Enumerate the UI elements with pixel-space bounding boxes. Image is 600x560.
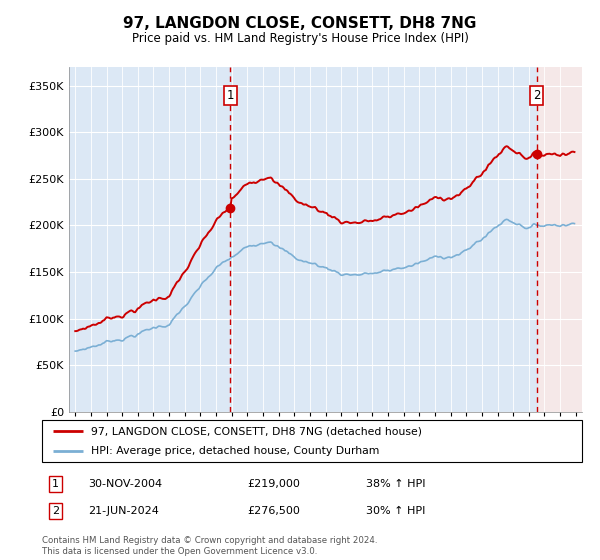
Text: Contains HM Land Registry data © Crown copyright and database right 2024.
This d: Contains HM Land Registry data © Crown c… [42, 536, 377, 556]
Text: 97, LANGDON CLOSE, CONSETT, DH8 7NG (detached house): 97, LANGDON CLOSE, CONSETT, DH8 7NG (det… [91, 426, 422, 436]
Text: £276,500: £276,500 [247, 506, 300, 516]
Text: 30% ↑ HPI: 30% ↑ HPI [366, 506, 425, 516]
FancyBboxPatch shape [42, 420, 582, 462]
Text: 21-JUN-2024: 21-JUN-2024 [88, 506, 159, 516]
Text: 30-NOV-2004: 30-NOV-2004 [88, 479, 162, 489]
Text: 2: 2 [533, 88, 541, 101]
Text: £219,000: £219,000 [247, 479, 300, 489]
Text: 97, LANGDON CLOSE, CONSETT, DH8 7NG: 97, LANGDON CLOSE, CONSETT, DH8 7NG [124, 16, 476, 31]
Text: 38% ↑ HPI: 38% ↑ HPI [366, 479, 425, 489]
Text: 1: 1 [227, 88, 234, 101]
Bar [536, 67, 598, 412]
Text: 2: 2 [52, 506, 59, 516]
Text: HPI: Average price, detached house, County Durham: HPI: Average price, detached house, Coun… [91, 446, 379, 456]
Bar [536, 67, 598, 412]
Text: Price paid vs. HM Land Registry's House Price Index (HPI): Price paid vs. HM Land Registry's House … [131, 32, 469, 45]
Text: 1: 1 [52, 479, 59, 489]
Bar [69, 67, 536, 412]
